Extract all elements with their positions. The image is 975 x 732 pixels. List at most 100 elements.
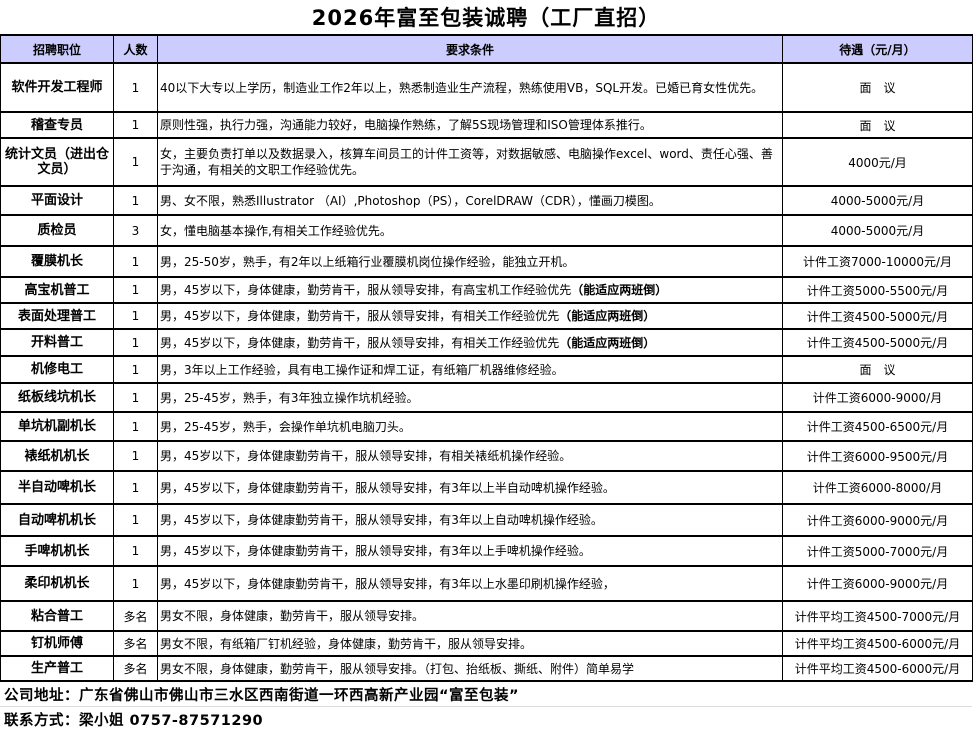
position-cell: 手啤机机长 — [0, 535, 114, 567]
requirements-cell: 男，3年以上工作经验，具有电工操作证和焊工证，有纸箱厂机器维修经验。 — [157, 355, 783, 384]
count-cell: 多名 — [113, 630, 158, 657]
position-cell: 粘合普工 — [0, 600, 114, 632]
company-address: 公司地址：广东省佛山市佛山市三水区西南街道一环西高新产业园“富至包装” — [4, 688, 520, 704]
position-cell: 质检员 — [0, 214, 114, 247]
table-row: 高宝机普工 1 男，45岁以下，身体健康，勤劳肯干，服从领导安排，有高宝机工作经… — [0, 276, 973, 304]
requirements-text: 男，45岁以下，身体健康勤劳肯干，服从领导安排，有相关裱纸机操作经验。 — [160, 449, 572, 463]
table-row: 统计文员（进出仓文员） 1 女，主要负责打单以及数据录入，核算车间员工的计件工资… — [0, 137, 973, 187]
count-cell: 3 — [113, 214, 158, 247]
header-position: 招聘职位 — [0, 34, 114, 64]
page-title: 2026年富至包装诚聘（工厂直招） — [311, 6, 661, 30]
count-cell: 1 — [113, 535, 158, 567]
requirements-cell: 男，25-45岁，熟手，会操作单坑机电脑刀头。 — [157, 411, 783, 442]
requirements-text: 男，45岁以下，身体健康勤劳肯干，服从领导安排，有3年以上自动啤机操作经验。 — [160, 513, 603, 527]
count-cell: 1 — [113, 565, 158, 602]
count-cell: 1 — [113, 111, 158, 139]
table-row: 柔印机机长 1 男，45岁以下，身体健康勤劳肯干，服从领导安排，有3年以上水墨印… — [0, 565, 973, 602]
position-cell: 生产普工 — [0, 655, 114, 682]
pay-cell: 计件工资6000-9000元/月 — [782, 565, 973, 602]
requirements-cell: 男，45岁以下，身体健康，勤劳肯干，服从领导安排，有相关工作经验优先（能适应两班… — [157, 328, 783, 357]
table-row: 生产普工 多名 男女不限，身体健康，勤劳肯干，服从领导安排。（打包、抬纸板、撕纸… — [0, 655, 973, 682]
pay-cell: 计件工资5000-5500元/月 — [782, 276, 973, 304]
header-count: 人数 — [113, 34, 158, 64]
position-cell: 统计文员（进出仓文员） — [0, 137, 114, 187]
requirements-cell: 女，主要负责打单以及数据录入，核算车间员工的计件工资等，对数据敏感、电脑操作ex… — [157, 137, 783, 187]
requirements-text: 原则性强，执行力强，沟通能力较好，电脑操作熟练，了解5S现场管理和ISO管理体系… — [160, 118, 652, 132]
pay-cell: 4000-5000元/月 — [782, 185, 973, 216]
requirements-text: 男，45岁以下，身体健康勤劳肯干，服从领导安排，有3年以上手啤机操作经验。 — [160, 544, 591, 558]
job-table: 招聘职位 人数 要求条件 待遇（元/月） 软件开发工程师 1 40以下大专以上学… — [0, 34, 973, 682]
table-row: 质检员 3 女，懂电脑基本操作,有相关工作经验优先。 4000-5000元/月 — [0, 214, 973, 247]
pay-cell: 计件平均工资4500-7000元/月 — [782, 600, 973, 632]
pay-cell: 计件工资4500-5000元/月 — [782, 302, 973, 330]
count-cell: 1 — [113, 245, 158, 278]
table-row: 裱纸机机长 1 男，45岁以下，身体健康勤劳肯干，服从领导安排，有相关裱纸机操作… — [0, 440, 973, 472]
requirements-cell: 男，25-50岁，熟手，有2年以上纸箱行业覆膜机岗位操作经验，能独立开机。 — [157, 245, 783, 278]
pay-cell: 计件工资4500-5000元/月 — [782, 328, 973, 357]
divider — [0, 706, 972, 707]
requirements-cell: 男女不限，身体健康，勤劳肯干，服从领导安排。 — [157, 600, 783, 632]
table-row: 钉机师傅 多名 男女不限，有纸箱厂钉机经验，身体健康，勤劳肯干，服从领导安排。 … — [0, 630, 973, 657]
count-cell: 多名 — [113, 600, 158, 632]
count-cell: 1 — [113, 62, 158, 113]
table-row: 软件开发工程师 1 40以下大专以上学历，制造业工作2年以上，熟悉制造业生产流程… — [0, 62, 973, 113]
pay-cell: 4000-5000元/月 — [782, 214, 973, 247]
position-cell: 稽查专员 — [0, 111, 114, 139]
table-row: 半自动啤机长 1 男，45岁以下，身体健康勤劳肯干，服从领导安排，有3年以上半自… — [0, 470, 973, 505]
requirements-text: 男，3年以上工作经验，具有电工操作证和焊工证，有纸箱厂机器维修经验。 — [160, 362, 564, 377]
requirements-text: 40以下大专以上学历，制造业工作2年以上，熟悉制造业生产流程，熟练使用VB，SQ… — [160, 80, 764, 95]
position-cell: 自动啤机机长 — [0, 503, 114, 537]
requirements-text: 男，45岁以下，身体健康勤劳肯干，服从领导安排，有3年以上水墨印刷机操作经验， — [160, 576, 615, 591]
requirements-cell: 女，懂电脑基本操作,有相关工作经验优先。 — [157, 214, 783, 247]
count-cell: 1 — [113, 137, 158, 187]
count-cell: 1 — [113, 328, 158, 357]
header-requirements: 要求条件 — [157, 34, 783, 64]
table-row: 单坑机副机长 1 男，25-45岁，熟手，会操作单坑机电脑刀头。 计件工资450… — [0, 411, 973, 442]
pay-cell: 面 议 — [782, 62, 973, 113]
requirements-bold-note: （能适应两班倒） — [559, 335, 656, 350]
count-cell: 多名 — [113, 655, 158, 682]
pay-cell: 计件工资5000-7000元/月 — [782, 535, 973, 567]
requirements-cell: 男，45岁以下，身体健康，勤劳肯干，服从领导安排，有相关工作经验优先（能适应两班… — [157, 302, 783, 330]
requirements-cell: 原则性强，执行力强，沟通能力较好，电脑操作熟练，了解5S现场管理和ISO管理体系… — [157, 111, 783, 139]
header-pay: 待遇（元/月） — [782, 34, 973, 64]
pay-cell: 面 议 — [782, 111, 973, 139]
position-cell: 机修电工 — [0, 355, 114, 384]
table-row: 表面处理普工 1 男，45岁以下，身体健康，勤劳肯干，服从领导安排，有相关工作经… — [0, 302, 973, 330]
pay-cell: 计件工资6000-8000/月 — [782, 470, 973, 505]
requirements-text: 男、女不限，熟悉Illustrator （AI）,Photoshop（PS），C… — [160, 193, 661, 208]
contact-info: 联系方式：梁小姐 0757-87571290 — [4, 713, 264, 729]
pay-cell: 计件工资4500-6500元/月 — [782, 411, 973, 442]
position-cell: 覆膜机长 — [0, 245, 114, 278]
position-cell: 裱纸机机长 — [0, 440, 114, 472]
pay-cell: 计件工资6000-9000元/月 — [782, 503, 973, 537]
requirements-cell: 男，25-45岁，熟手，有3年独立操作坑机经验。 — [157, 382, 783, 413]
table-row: 粘合普工 多名 男女不限，身体健康，勤劳肯干，服从领导安排。 计件平均工资450… — [0, 600, 973, 632]
table-row: 自动啤机机长 1 男，45岁以下，身体健康勤劳肯干，服从领导安排，有3年以上自动… — [0, 503, 973, 537]
table-row: 覆膜机长 1 男，25-50岁，熟手，有2年以上纸箱行业覆膜机岗位操作经验，能独… — [0, 245, 973, 278]
requirements-text: 男，45岁以下，身体健康，勤劳肯干，服从领导安排，有高宝机工作经验优先 — [160, 283, 572, 297]
table-row: 手啤机机长 1 男，45岁以下，身体健康勤劳肯干，服从领导安排，有3年以上手啤机… — [0, 535, 973, 567]
requirements-text: 男，25-45岁，熟手，有3年独立操作坑机经验。 — [160, 390, 419, 405]
position-cell: 单坑机副机长 — [0, 411, 114, 442]
position-cell: 平面设计 — [0, 185, 114, 216]
table-row: 机修电工 1 男，3年以上工作经验，具有电工操作证和焊工证，有纸箱厂机器维修经验… — [0, 355, 973, 384]
requirements-cell: 男，45岁以下，身体健康勤劳肯干，服从领导安排，有3年以上自动啤机操作经验。 — [157, 503, 783, 537]
count-cell: 1 — [113, 382, 158, 413]
requirements-cell: 男女不限，有纸箱厂钉机经验，身体健康，勤劳肯干，服从领导安排。 — [157, 630, 783, 657]
requirements-text: 男，45岁以下，身体健康，勤劳肯干，服从领导安排，有相关工作经验优先 — [160, 335, 560, 350]
requirements-cell: 男，45岁以下，身体健康勤劳肯干，服从领导安排，有3年以上手啤机操作经验。 — [157, 535, 783, 567]
pay-cell: 计件平均工资4500-6000元/月 — [782, 655, 973, 682]
pay-cell: 计件工资6000-9500元/月 — [782, 440, 973, 472]
requirements-text: 男女不限，身体健康，勤劳肯干，服从领导安排。 — [160, 609, 425, 623]
count-cell: 1 — [113, 503, 158, 537]
pay-cell: 计件平均工资4500-6000元/月 — [782, 630, 973, 657]
pay-cell: 面 议 — [782, 355, 973, 384]
table-row: 开料普工 1 男，45岁以下，身体健康，勤劳肯干，服从领导安排，有相关工作经验优… — [0, 328, 973, 357]
count-cell: 1 — [113, 470, 158, 505]
position-cell: 钉机师傅 — [0, 630, 114, 657]
count-cell: 1 — [113, 355, 158, 384]
requirements-text: 男女不限，身体健康，勤劳肯干，服从领导安排。（打包、抬纸板、撕纸、附件）简单易学 — [160, 661, 635, 676]
position-cell: 软件开发工程师 — [0, 62, 114, 113]
requirements-text: 男女不限，有纸箱厂钉机经验，身体健康，勤劳肯干，服从领导安排。 — [160, 636, 533, 651]
